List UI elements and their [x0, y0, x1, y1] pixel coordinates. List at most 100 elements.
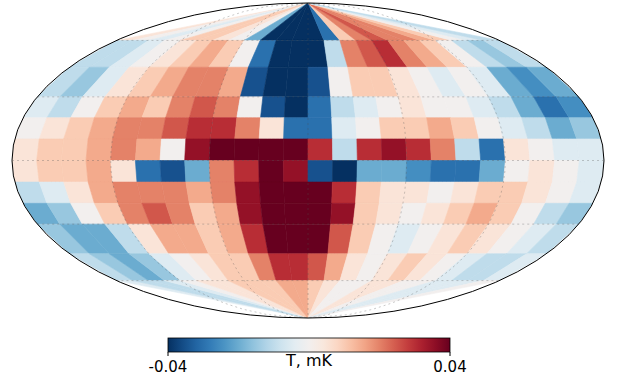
cell: [427, 182, 455, 203]
cell: [357, 161, 382, 183]
outline: [12, 3, 604, 318]
colorbar-tick-label: 0.04: [433, 358, 466, 376]
cell: [61, 139, 88, 161]
cell: [235, 118, 261, 139]
cell: [209, 161, 234, 183]
grid-line: [12, 160, 604, 161]
cell: [285, 67, 308, 97]
colorbar-label: T, mK: [285, 351, 333, 370]
cell: [332, 182, 357, 203]
cell: [577, 161, 604, 183]
cell: [503, 161, 530, 183]
cell: [455, 139, 481, 161]
cell: [355, 118, 381, 139]
cell: [308, 203, 332, 224]
cell: [259, 161, 284, 183]
cell: [308, 118, 332, 139]
cell: [308, 224, 331, 254]
cell: [430, 161, 456, 183]
cell: [12, 139, 39, 161]
grid-line: [209, 3, 308, 318]
cell: [403, 118, 430, 139]
cell: [213, 97, 240, 118]
cell: [552, 139, 579, 161]
cell: [111, 161, 137, 183]
cell: [228, 3, 308, 40]
cell: [160, 139, 186, 161]
cell: [285, 224, 308, 254]
cell: [569, 182, 601, 203]
cell: [237, 203, 263, 224]
cell: [284, 182, 308, 203]
cell: [331, 97, 356, 118]
cell: [283, 139, 308, 161]
cell: [484, 254, 547, 281]
cell: [196, 281, 308, 318]
cell: [137, 182, 166, 203]
cell: [186, 182, 213, 203]
cell: [552, 161, 579, 183]
cell: [276, 3, 308, 40]
cell: [308, 139, 333, 161]
cell: [186, 118, 213, 139]
cell: [288, 40, 308, 67]
cell: [283, 161, 308, 183]
cell: [135, 161, 161, 183]
cell: [259, 139, 284, 161]
cell: [86, 161, 113, 183]
cell: [479, 139, 505, 161]
sky-map: [12, 3, 604, 318]
cell: [180, 3, 308, 40]
cell: [259, 182, 284, 203]
cell: [284, 203, 308, 224]
grid-line: [308, 3, 309, 318]
cell: [259, 118, 284, 139]
cell: [288, 254, 308, 281]
cell: [37, 139, 64, 161]
cell: [381, 161, 406, 183]
cell: [276, 281, 308, 318]
cell: [357, 139, 382, 161]
cell: [292, 3, 308, 40]
cell: [137, 118, 166, 139]
cell: [308, 67, 331, 97]
cell: [210, 182, 237, 203]
cell: [234, 161, 259, 183]
cell: [406, 161, 432, 183]
cell: [292, 281, 308, 318]
colorbar-tick-label: -0.04: [149, 358, 188, 376]
grid-line: [37, 96, 579, 97]
cell: [528, 161, 555, 183]
cell: [379, 182, 406, 203]
colorbar-bar: [168, 338, 450, 352]
cell: [161, 182, 189, 203]
cell: [261, 203, 286, 224]
graticule: [12, 3, 604, 318]
cell: [556, 97, 593, 118]
cell: [353, 97, 379, 118]
cell: [235, 182, 261, 203]
cell: [284, 118, 308, 139]
cell: [308, 161, 333, 183]
cell: [455, 161, 481, 183]
cell: [185, 161, 211, 183]
cell: [237, 97, 263, 118]
colorbar-tick: [168, 352, 169, 356]
cell: [260, 281, 308, 318]
cell: [263, 67, 288, 97]
cell: [430, 139, 456, 161]
cell: [161, 118, 189, 139]
cell: [556, 203, 593, 224]
cell: [284, 97, 308, 118]
cell: [528, 139, 555, 161]
cell: [379, 118, 406, 139]
cell: [111, 139, 137, 161]
cell: [406, 139, 432, 161]
cell: [116, 281, 308, 318]
cell: [180, 281, 308, 318]
cell: [132, 3, 308, 40]
colorbar-tick: [450, 352, 451, 356]
cell: [164, 3, 308, 40]
cell: [12, 161, 39, 183]
cell: [228, 281, 308, 318]
